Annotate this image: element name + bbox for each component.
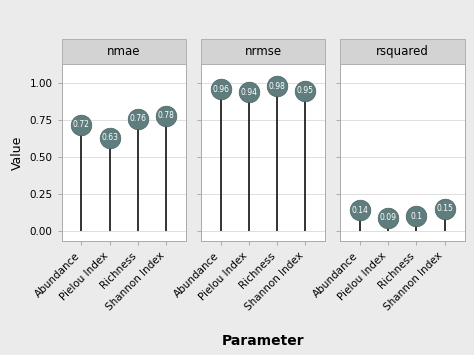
Point	[413, 213, 420, 219]
Point	[217, 86, 225, 92]
Text: 0.96: 0.96	[212, 84, 229, 94]
Text: 0.94: 0.94	[240, 87, 257, 97]
Point	[356, 207, 364, 213]
Text: 0.14: 0.14	[352, 206, 368, 215]
Text: 0.78: 0.78	[158, 111, 174, 120]
Point	[245, 89, 253, 95]
Text: 0.95: 0.95	[297, 86, 314, 95]
Point	[301, 88, 309, 93]
Text: 0.09: 0.09	[380, 213, 397, 222]
Point	[106, 135, 113, 141]
Text: 0.76: 0.76	[129, 114, 146, 123]
Text: nrmse: nrmse	[245, 45, 282, 58]
Text: 0.63: 0.63	[101, 133, 118, 142]
Text: 0.98: 0.98	[269, 82, 286, 91]
Text: 0.72: 0.72	[73, 120, 90, 129]
Text: 0.1: 0.1	[410, 212, 422, 221]
Text: nmae: nmae	[107, 45, 141, 58]
Point	[384, 215, 392, 220]
Point	[78, 122, 85, 127]
Text: 0.15: 0.15	[436, 204, 453, 213]
Point	[134, 116, 142, 121]
Point	[273, 83, 281, 89]
Point	[163, 113, 170, 119]
Text: Parameter: Parameter	[222, 334, 304, 348]
Point	[441, 206, 448, 212]
Y-axis label: Value: Value	[11, 136, 24, 170]
Text: rsquared: rsquared	[376, 45, 429, 58]
